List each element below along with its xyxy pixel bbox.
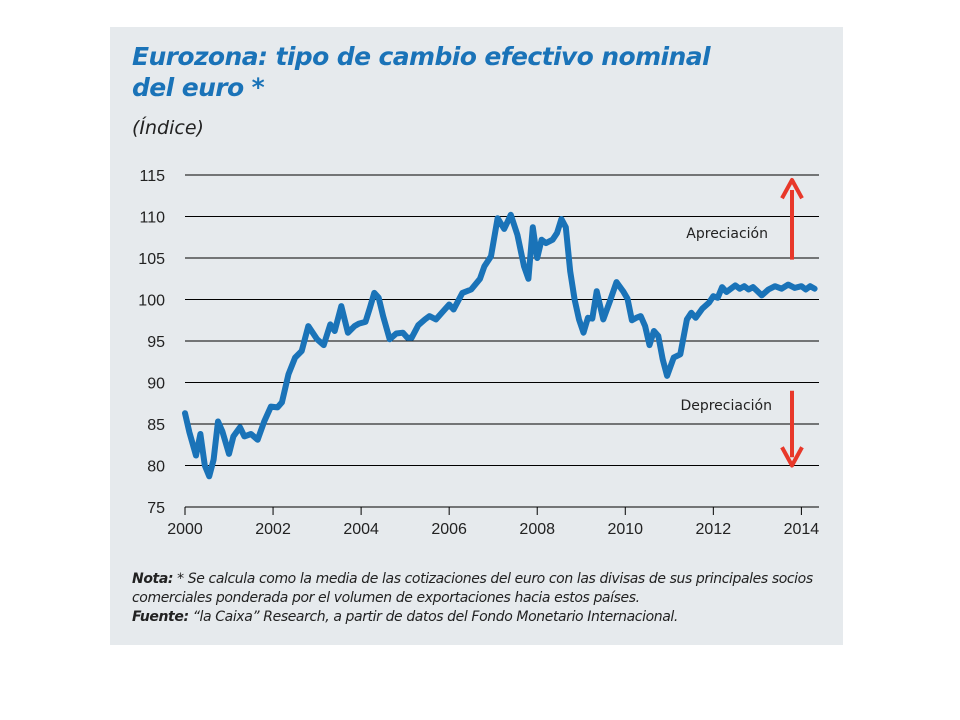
chart-title-line2: del euro * [132, 73, 265, 102]
x-tick-label-2004: 2004 [343, 521, 379, 538]
x-tick-label-2012: 2012 [696, 521, 732, 538]
chart-title-line1: Eurozona: tipo de cambio efectivo nomina… [132, 42, 711, 71]
arrow-down-icon [780, 446, 804, 468]
y-axis: 75 80 85 90 95 100 105 110 115 [138, 168, 165, 517]
x-axis: 2000 2002 2004 2006 2008 2010 2012 2014 [167, 507, 819, 538]
x-tick-label-2008: 2008 [519, 521, 555, 538]
series-line-0 [182, 211, 818, 480]
x-tick-label-2002: 2002 [255, 521, 291, 538]
chart-notes: Nota: * Se calcula como la media de las … [132, 570, 832, 627]
nota-text: * Se calcula como la media de las cotiza… [132, 571, 813, 606]
y-tick-label-75: 75 [147, 500, 165, 517]
x-tick-label-2006: 2006 [431, 521, 467, 538]
fuente-text: “la Caixa” Research, a partir de datos d… [188, 609, 679, 625]
chart-title: Eurozona: tipo de cambio efectivo nomina… [132, 41, 822, 103]
annotation-depreciacion: Depreciación [680, 398, 772, 414]
y-tick-label-95: 95 [147, 334, 165, 351]
chart-subtitle: (Índice) [132, 117, 204, 139]
y-tick-label-85: 85 [147, 417, 165, 434]
annotations: Apreciación Depreciación [680, 177, 804, 468]
y-tick-label-80: 80 [147, 459, 165, 476]
y-tick-label-105: 105 [138, 251, 165, 268]
y-tick-label-100: 100 [138, 293, 165, 310]
fuente-label: Fuente: [132, 609, 189, 625]
nota-label: Nota: [132, 571, 174, 587]
y-tick-label-110: 110 [139, 210, 165, 227]
arrow-up-icon [780, 177, 804, 200]
y-tick-label-90: 90 [147, 376, 165, 393]
chart-panel: Eurozona: tipo de cambio efectivo nomina… [110, 27, 843, 645]
annotation-apreciacion: Apreciación [686, 226, 768, 242]
y-tick-label-115: 115 [139, 168, 165, 185]
series-group [182, 211, 818, 480]
x-tick-label-2000: 2000 [167, 521, 203, 538]
x-tick-label-2010: 2010 [607, 521, 643, 538]
x-tick-label-2014: 2014 [784, 521, 820, 538]
